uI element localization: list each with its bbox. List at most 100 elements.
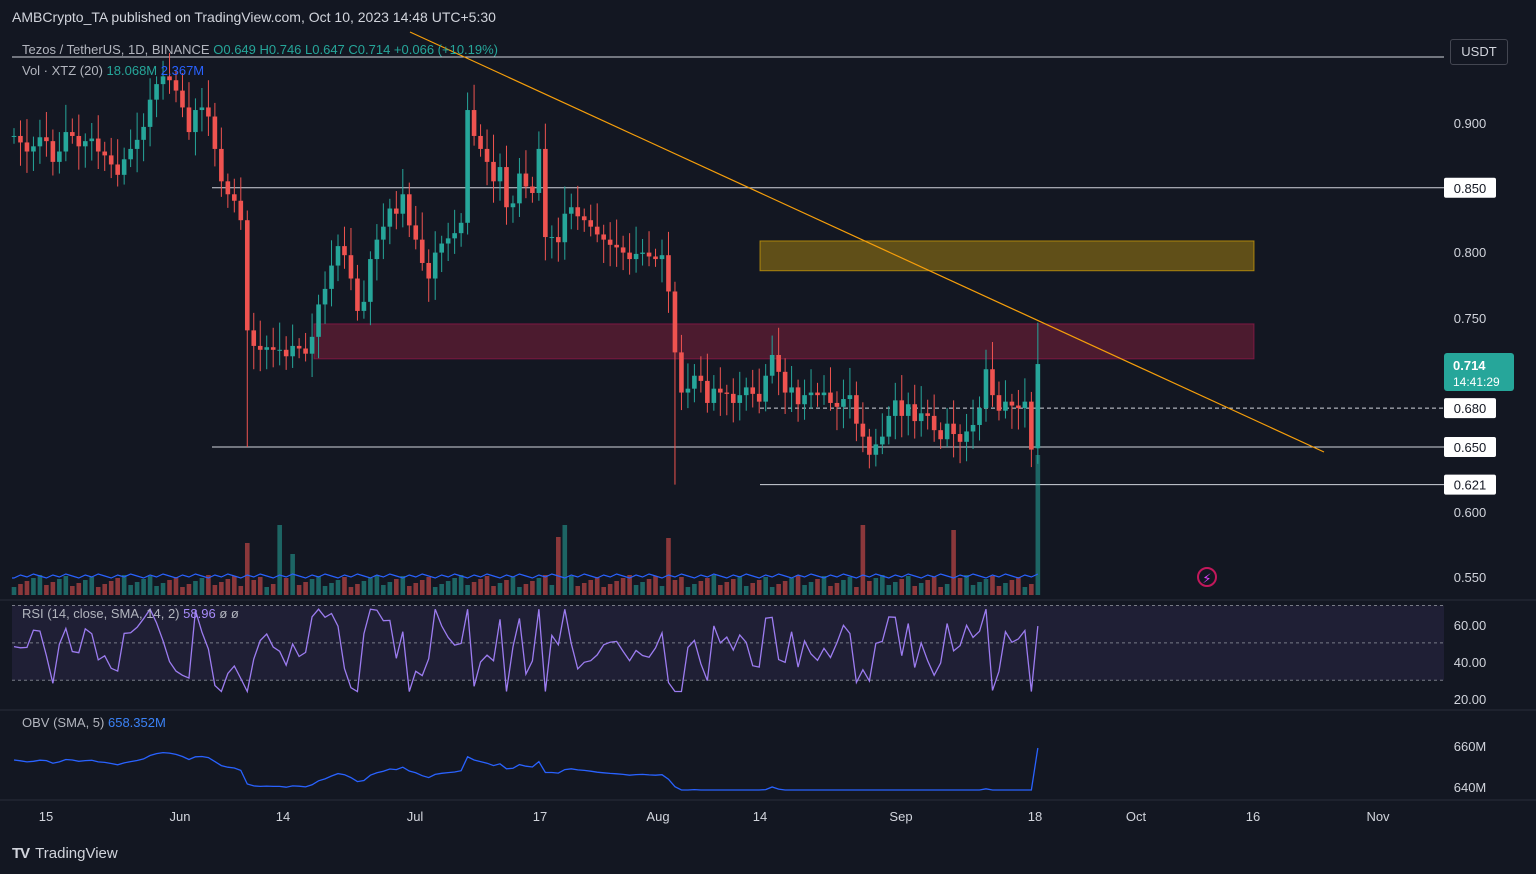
- volume-bar: [11, 587, 17, 595]
- volume-bar: [102, 584, 108, 595]
- candle-body: [938, 430, 943, 440]
- price-tick: 0.550: [1454, 570, 1487, 585]
- volume-bar: [348, 587, 354, 595]
- obv-tick: 640M: [1454, 780, 1487, 795]
- candle-body: [789, 387, 794, 393]
- level-label-box: [1444, 177, 1496, 198]
- candle-body: [640, 252, 645, 254]
- candles[interactable]: [11, 53, 1041, 485]
- candle-body: [730, 393, 736, 403]
- candle-body: [406, 194, 412, 226]
- symbol-name: Tezos / TetherUS, 1D, BINANCE: [22, 42, 210, 57]
- candle-body: [711, 388, 717, 403]
- volume-bar: [938, 587, 943, 595]
- candle-body: [685, 388, 691, 393]
- candle-body: [76, 135, 82, 147]
- candle-body: [232, 194, 237, 201]
- candle-body: [413, 225, 419, 240]
- currency-button[interactable]: USDT: [1450, 39, 1508, 65]
- candle-body: [944, 423, 950, 440]
- volume-bar: [426, 577, 432, 595]
- candle-body: [458, 222, 464, 234]
- volume-bar: [167, 580, 172, 595]
- volume-bar: [76, 583, 82, 595]
- volume-bar: [1022, 587, 1028, 595]
- volume-sma-line: [12, 573, 1039, 579]
- volume-bar: [406, 586, 412, 595]
- volume-bar: [199, 578, 205, 595]
- volume-bar: [381, 585, 386, 595]
- candle-body: [659, 255, 665, 260]
- candle-body: [614, 244, 619, 248]
- candle-body: [841, 399, 846, 407]
- volume-bar: [964, 575, 969, 595]
- volume-bar: [711, 575, 717, 595]
- volume-bar: [724, 582, 730, 595]
- trendline-layer[interactable]: [409, 31, 1325, 453]
- volume-bar: [607, 584, 613, 595]
- volume-bar: [653, 576, 658, 595]
- candle-body: [167, 76, 172, 81]
- volume-bars: [11, 455, 1041, 595]
- candle-body: [854, 395, 859, 424]
- volume-bar: [517, 587, 522, 595]
- volume-bar: [951, 530, 956, 595]
- volume-bar: [154, 586, 159, 595]
- candle-body: [828, 392, 833, 403]
- volume-bar: [387, 582, 393, 595]
- volume-bar: [270, 584, 276, 595]
- candle-body: [763, 375, 768, 402]
- candle-body: [1022, 401, 1028, 409]
- volume-bar: [1009, 580, 1015, 595]
- volume-bar: [705, 578, 710, 595]
- rsi-tick: 20.00: [1454, 692, 1487, 707]
- volume-bar: [342, 577, 347, 595]
- alert-icon[interactable]: ⚡: [1197, 567, 1217, 587]
- volume-bar: [983, 579, 989, 595]
- volume-bar: [186, 584, 192, 595]
- volume-bar: [251, 580, 257, 595]
- volume-bar: [892, 582, 898, 595]
- symbol-legend: Tezos / TetherUS, 1D, BINANCE O0.649 H0.…: [22, 42, 498, 57]
- candle-body: [886, 415, 892, 437]
- candle-body: [18, 135, 23, 143]
- volume-bar: [322, 586, 328, 595]
- volume-bar: [471, 582, 477, 595]
- candle-body: [860, 423, 866, 437]
- candle-body: [173, 80, 179, 91]
- volume-bar: [588, 580, 594, 595]
- candle-body: [491, 161, 496, 182]
- candle-body: [905, 404, 911, 416]
- volume-bar: [899, 579, 905, 595]
- last-price-badge: [1444, 353, 1514, 391]
- candle-body: [342, 246, 347, 256]
- publish-line: AMBCrypto_TA published on TradingView.co…: [12, 9, 496, 25]
- candle-body: [445, 238, 451, 244]
- volume-bar: [698, 581, 704, 595]
- time-tick: Sep: [889, 809, 912, 824]
- candle-body: [698, 375, 704, 381]
- candle-body: [892, 400, 898, 416]
- volume-bar: [581, 583, 587, 595]
- candle-body: [335, 246, 341, 266]
- volume-bar: [679, 577, 684, 595]
- volume-bar: [257, 577, 263, 595]
- volume-bar: [147, 576, 153, 595]
- volume-bar: [491, 586, 496, 595]
- volume-bar: [173, 577, 179, 595]
- volume-bar: [180, 587, 185, 595]
- candle-body: [530, 186, 535, 193]
- candle-body: [568, 207, 574, 214]
- candle-body: [128, 148, 133, 160]
- candle-body: [543, 148, 548, 238]
- volume-bar: [808, 582, 814, 595]
- candle-body: [432, 252, 438, 279]
- time-tick: Nov: [1366, 809, 1390, 824]
- candle-body: [633, 253, 639, 260]
- volume-bar: [478, 579, 483, 595]
- volume-bar: [458, 575, 464, 595]
- volume-bar: [465, 585, 470, 595]
- volume-bar: [737, 576, 743, 595]
- volume-bar: [944, 584, 950, 595]
